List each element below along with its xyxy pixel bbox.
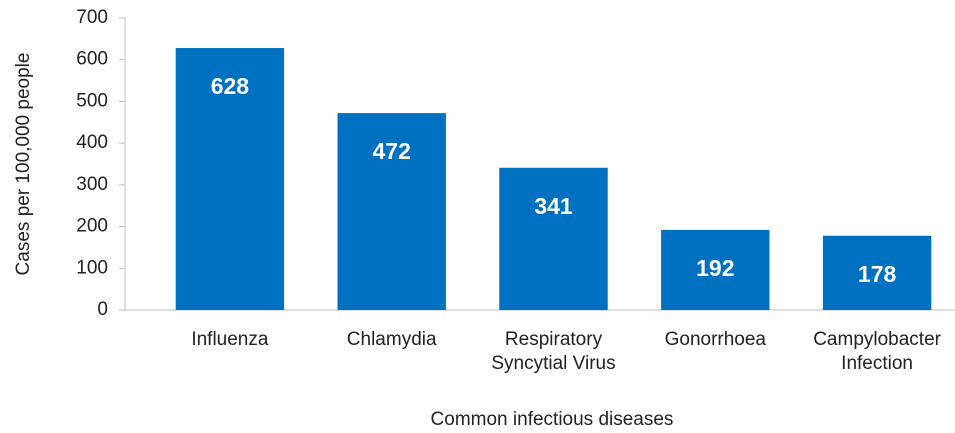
y-tick-label: 700	[76, 7, 108, 28]
x-tick-label-box: Campylobacter Infection	[813, 329, 941, 374]
x-tick-label-box: Respiratory Syncytial Virus	[491, 329, 616, 374]
bar	[499, 167, 608, 310]
value-label: 472	[373, 138, 411, 164]
value-label: 341	[534, 193, 573, 219]
y-tick-label: 400	[76, 132, 108, 153]
x-tick-label: Respiratory Syncytial Virus	[491, 329, 616, 374]
x-tick-label: Chlamydia	[346, 329, 437, 350]
y-tick-label: 500	[76, 90, 108, 111]
bar	[822, 235, 932, 310]
x-tick-label-box: Chlamydia	[346, 329, 437, 350]
y-tick-label: 0	[97, 299, 108, 320]
y-tick-label: 100	[76, 257, 108, 278]
value-label: 192	[696, 255, 734, 281]
x-tick-label-box: Gonorrhoea	[664, 329, 766, 350]
value-label: 628	[211, 73, 250, 99]
x-tick-label: Influenza	[191, 329, 269, 350]
bar	[661, 229, 770, 310]
y-axis-title: Cases per 100,000 people	[13, 53, 34, 276]
bar	[175, 48, 285, 310]
y-tick-label: 600	[76, 49, 108, 70]
value-label: 178	[858, 261, 897, 287]
bar	[337, 113, 446, 310]
x-tick-label: Gonorrhoea	[664, 329, 766, 350]
x-axis-title: Common infectious diseases	[431, 409, 674, 430]
x-tick-label-box: Influenza	[191, 329, 269, 350]
x-tick-label: Campylobacter Infection	[813, 329, 941, 374]
y-tick-label: 200	[76, 216, 108, 237]
y-tick-label: 300	[76, 174, 108, 195]
